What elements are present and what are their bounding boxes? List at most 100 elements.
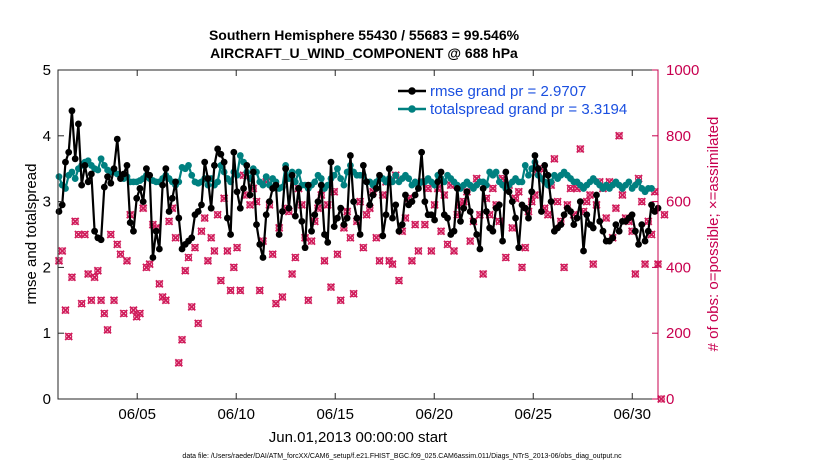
obs-marker — [236, 286, 245, 295]
rmse-point — [557, 221, 565, 229]
obs-marker — [119, 309, 128, 318]
obs-marker — [203, 256, 213, 265]
spread-point — [635, 178, 642, 186]
obs-marker — [232, 243, 242, 252]
y-tick-label: 4 — [43, 128, 51, 145]
rmse-point — [298, 217, 306, 225]
rmse-point — [538, 208, 545, 215]
obs-marker — [336, 296, 345, 305]
obs-marker — [611, 204, 621, 213]
obs-marker — [184, 253, 193, 262]
rmse-point — [71, 155, 79, 163]
rmse-point — [256, 240, 264, 248]
legend-spread-marker — [408, 105, 416, 113]
rmse-point — [279, 208, 286, 215]
rmse-point — [628, 211, 636, 219]
rmse-point — [87, 170, 95, 178]
rmse-point — [580, 247, 587, 255]
rmse-series — [55, 107, 662, 261]
rmse-point — [521, 204, 529, 212]
rmse-point — [136, 185, 144, 192]
rmse-point — [541, 162, 549, 169]
obs-marker — [436, 227, 446, 236]
legend: rmse grand pr = 2.9707 totalspread grand… — [394, 80, 656, 120]
obs-marker — [122, 256, 132, 265]
rmse-point — [531, 152, 539, 159]
rmse-point — [152, 227, 160, 235]
rmse-point — [126, 219, 134, 227]
rmse-point — [466, 208, 474, 215]
obs-marker — [116, 250, 125, 259]
rmse-point — [165, 208, 173, 215]
y2-axis-label: # of obs: o=possible; ×=assimilated — [705, 117, 722, 352]
obs-marker — [640, 259, 650, 269]
rmse-point — [576, 198, 584, 206]
spread-point — [188, 171, 196, 179]
rmse-point — [243, 162, 251, 169]
obs-marker — [61, 306, 70, 315]
rmse-point — [473, 231, 481, 238]
obs-marker — [466, 236, 475, 246]
obs-marker — [174, 358, 183, 367]
rmse-point — [188, 234, 196, 242]
obs-marker — [171, 233, 180, 242]
rmse-point — [139, 198, 147, 206]
obs-marker — [576, 144, 585, 154]
spread-point — [625, 178, 633, 186]
rmse-point — [389, 214, 396, 222]
spread-point — [405, 175, 413, 182]
rmse-point — [599, 227, 607, 235]
rmse-point — [648, 201, 655, 209]
obs-marker — [585, 190, 595, 200]
rmse-point — [249, 168, 257, 176]
obs-marker — [135, 309, 145, 318]
y-axis-label: rmse and totalspread — [23, 164, 40, 305]
rmse-point — [398, 221, 406, 229]
rmse-point — [508, 198, 516, 206]
obs-marker — [411, 220, 420, 229]
rmse-point — [130, 227, 137, 235]
spread-point — [492, 168, 500, 176]
obs-marker — [245, 200, 255, 210]
obs-marker — [58, 246, 67, 256]
rmse-point — [113, 135, 121, 143]
obs-marker — [427, 246, 436, 256]
obs-marker — [64, 332, 73, 341]
rmse-point — [418, 148, 426, 156]
rmse-point — [146, 171, 154, 179]
obs-marker — [346, 233, 355, 242]
rmse-point — [470, 217, 477, 225]
spread-point — [340, 181, 348, 189]
y2-tick-label: 600 — [666, 194, 691, 211]
obs-marker — [479, 269, 488, 279]
rmse-point — [172, 178, 179, 186]
obs-marker — [420, 220, 430, 229]
rmse-point — [525, 214, 532, 222]
x-tick-label: 06/20 — [415, 406, 453, 423]
obs-marker — [145, 259, 154, 269]
spread-point — [71, 175, 79, 182]
y2-tick-label: 1000 — [666, 62, 699, 79]
rmse-point — [214, 145, 222, 153]
obs-marker — [54, 256, 64, 265]
rmse-point — [97, 236, 105, 244]
rmse-point — [78, 181, 86, 189]
obs-marker — [631, 269, 640, 279]
rmse-point — [217, 150, 225, 158]
rmse-point — [644, 227, 652, 235]
obs-marker — [514, 187, 523, 196]
obs-marker — [255, 286, 264, 295]
spread-point — [311, 178, 319, 186]
obs-marker — [559, 263, 569, 272]
rmse-point — [631, 227, 639, 235]
rmse-point — [369, 191, 377, 199]
obs-marker — [194, 319, 203, 328]
obs-marker — [501, 253, 510, 262]
obs-marker — [521, 243, 530, 252]
rmse-point — [427, 211, 435, 219]
rmse-point — [58, 201, 66, 209]
x-tick-label: 06/15 — [316, 406, 354, 423]
spread-point — [518, 178, 526, 186]
rmse-point — [223, 214, 231, 222]
rmse-point — [100, 183, 108, 191]
